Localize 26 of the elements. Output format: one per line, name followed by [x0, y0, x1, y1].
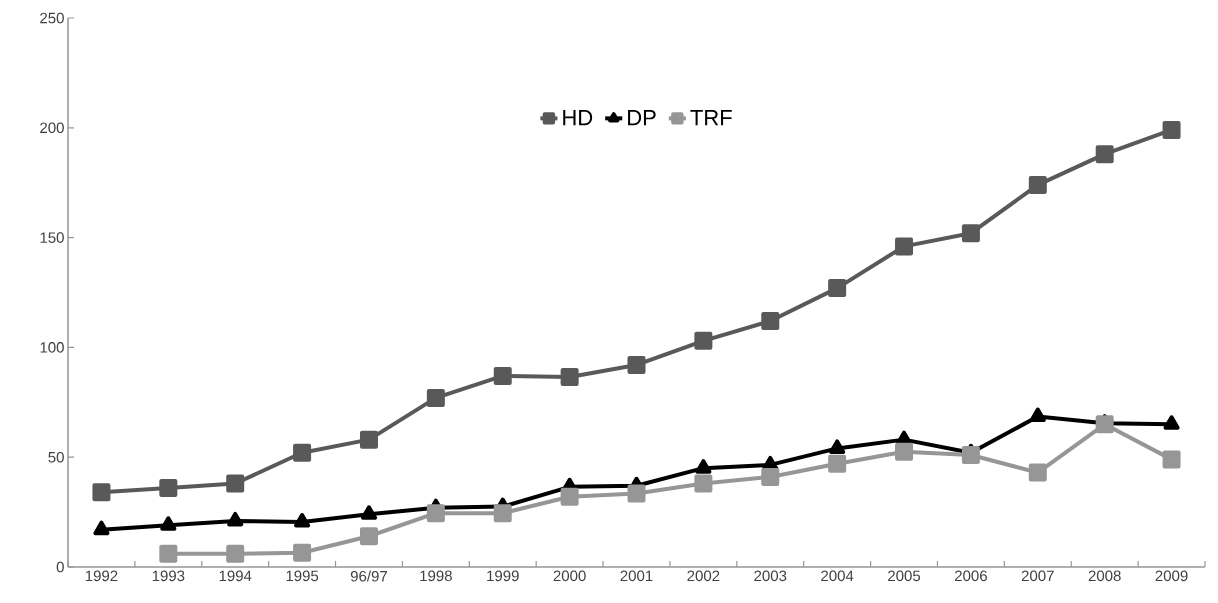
x-tick-label: 1993 [152, 570, 185, 582]
x-tick-label: 96/97 [350, 570, 387, 582]
x-tick-label: 2002 [687, 570, 720, 582]
x-tick-label: 2004 [821, 570, 854, 582]
x-tick-label: 2008 [1088, 570, 1121, 582]
x-tick-label: 1995 [286, 570, 319, 582]
x-tick-label: 2006 [954, 570, 987, 582]
y-tick-label: 50 [48, 451, 64, 463]
x-tick-label: 1992 [85, 570, 118, 582]
y-tick-label: 200 [40, 122, 64, 134]
x-tick-label: 2001 [620, 570, 653, 582]
legend-label: HD [563, 110, 593, 126]
x-tick-label: 1994 [219, 570, 252, 582]
x-tick-label: 1998 [420, 570, 452, 582]
legend-label: TRF [690, 110, 732, 126]
y-tick-label: 250 [40, 12, 64, 24]
x-tick-label: 1999 [487, 570, 519, 582]
x-tick-label: 2005 [888, 570, 921, 582]
y-tick-label: 0 [56, 561, 64, 573]
x-tick-label: 2007 [1021, 570, 1054, 582]
x-tick-label: 2003 [754, 570, 787, 582]
y-tick-label: 100 [40, 342, 64, 353]
y-tick-label: 150 [40, 232, 64, 243]
x-tick-label: 2009 [1155, 570, 1188, 582]
x-tick-label: 2000 [553, 570, 586, 582]
legend-label: DP [628, 110, 656, 126]
